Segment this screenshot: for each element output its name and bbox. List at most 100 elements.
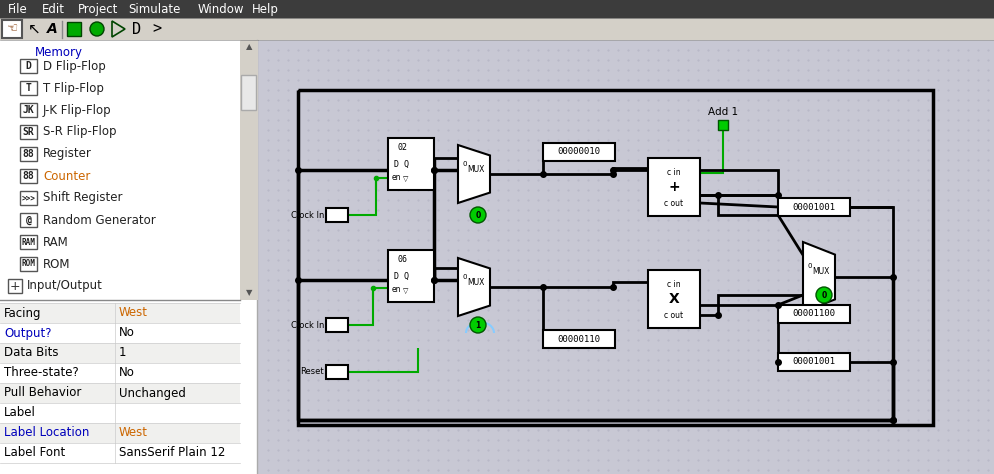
FancyBboxPatch shape	[20, 59, 37, 73]
FancyBboxPatch shape	[20, 235, 37, 249]
Text: 1: 1	[475, 320, 481, 329]
Text: SansSerif Plain 12: SansSerif Plain 12	[119, 447, 226, 459]
FancyBboxPatch shape	[543, 143, 615, 161]
Text: Register: Register	[43, 147, 91, 161]
Text: Output?: Output?	[4, 327, 52, 339]
Polygon shape	[803, 242, 835, 312]
FancyBboxPatch shape	[819, 290, 829, 300]
FancyBboxPatch shape	[473, 320, 483, 330]
Text: Project: Project	[78, 2, 118, 16]
FancyBboxPatch shape	[0, 423, 240, 443]
Text: ▲: ▲	[246, 43, 252, 52]
FancyBboxPatch shape	[2, 20, 22, 38]
Text: ▽: ▽	[404, 176, 409, 182]
Text: A: A	[47, 22, 58, 36]
Text: +: +	[668, 180, 680, 194]
Text: 1: 1	[119, 346, 126, 359]
FancyBboxPatch shape	[241, 75, 256, 110]
FancyBboxPatch shape	[0, 303, 240, 323]
Polygon shape	[458, 258, 490, 316]
Text: ROM: ROM	[22, 259, 36, 268]
Text: D Q: D Q	[395, 272, 410, 281]
Text: RAM: RAM	[22, 237, 36, 246]
Circle shape	[90, 22, 104, 36]
FancyBboxPatch shape	[648, 158, 700, 216]
Text: 00001100: 00001100	[792, 310, 836, 319]
FancyBboxPatch shape	[240, 40, 258, 300]
Text: D: D	[132, 21, 141, 36]
Text: c in: c in	[667, 280, 681, 289]
Text: Clock In: Clock In	[290, 210, 324, 219]
FancyBboxPatch shape	[0, 323, 240, 343]
FancyBboxPatch shape	[388, 250, 434, 302]
Text: MUX: MUX	[812, 267, 829, 276]
FancyBboxPatch shape	[0, 0, 994, 18]
Text: 88: 88	[23, 149, 35, 159]
Text: Input/Output: Input/Output	[27, 280, 102, 292]
Text: Facing: Facing	[4, 307, 42, 319]
FancyBboxPatch shape	[543, 330, 615, 348]
Text: Pull Behavior: Pull Behavior	[4, 386, 82, 400]
Text: 00000010: 00000010	[558, 147, 600, 156]
Text: Three-state?: Three-state?	[4, 366, 79, 380]
Text: S-R Flip-Flop: S-R Flip-Flop	[43, 126, 116, 138]
Text: Label Location: Label Location	[4, 427, 89, 439]
FancyBboxPatch shape	[778, 198, 850, 216]
Text: MUX: MUX	[467, 278, 484, 287]
Text: 02: 02	[397, 144, 407, 153]
Text: T Flip-Flop: T Flip-Flop	[43, 82, 104, 94]
FancyBboxPatch shape	[0, 443, 240, 463]
Text: ↖: ↖	[28, 21, 41, 36]
FancyBboxPatch shape	[20, 81, 37, 95]
Text: Label Font: Label Font	[4, 447, 66, 459]
FancyBboxPatch shape	[0, 403, 240, 423]
Text: Memory: Memory	[35, 46, 83, 58]
Text: 0: 0	[462, 161, 466, 167]
Text: ▽: ▽	[404, 288, 409, 294]
Text: 00001001: 00001001	[792, 202, 836, 211]
Text: Help: Help	[252, 2, 279, 16]
Text: JK: JK	[23, 105, 35, 115]
FancyBboxPatch shape	[0, 363, 240, 383]
FancyBboxPatch shape	[258, 40, 994, 474]
FancyBboxPatch shape	[8, 279, 22, 293]
Text: Window: Window	[198, 2, 245, 16]
Text: Simulate: Simulate	[128, 2, 180, 16]
FancyBboxPatch shape	[388, 138, 434, 190]
Text: D Flip-Flop: D Flip-Flop	[43, 60, 105, 73]
Text: 00000110: 00000110	[558, 335, 600, 344]
Text: Shift Register: Shift Register	[43, 191, 122, 204]
Text: File: File	[8, 2, 28, 16]
Polygon shape	[458, 145, 490, 203]
Text: No: No	[119, 327, 135, 339]
Text: c out: c out	[664, 199, 684, 208]
Text: D: D	[26, 61, 32, 71]
Text: Label: Label	[4, 407, 36, 419]
Text: @: @	[26, 215, 32, 225]
FancyBboxPatch shape	[778, 353, 850, 371]
FancyBboxPatch shape	[20, 125, 37, 139]
Text: >: >	[152, 21, 162, 36]
Text: Counter: Counter	[43, 170, 90, 182]
Text: en: en	[392, 285, 401, 294]
FancyBboxPatch shape	[20, 213, 37, 227]
Text: en: en	[392, 173, 401, 182]
FancyBboxPatch shape	[718, 120, 728, 130]
Circle shape	[470, 317, 486, 333]
FancyBboxPatch shape	[20, 147, 37, 161]
Text: 0: 0	[807, 264, 812, 269]
Text: c in: c in	[667, 168, 681, 177]
Text: West: West	[119, 307, 148, 319]
FancyBboxPatch shape	[648, 270, 700, 328]
FancyBboxPatch shape	[326, 208, 348, 222]
FancyBboxPatch shape	[0, 40, 258, 474]
Text: 0: 0	[475, 210, 481, 219]
Text: Add 1: Add 1	[708, 107, 739, 117]
Text: D Q: D Q	[395, 159, 410, 168]
FancyBboxPatch shape	[67, 22, 81, 36]
Text: X: X	[669, 292, 679, 306]
Text: SR: SR	[23, 127, 35, 137]
Text: ROM: ROM	[43, 257, 71, 271]
FancyBboxPatch shape	[20, 257, 37, 271]
Text: Unchanged: Unchanged	[119, 386, 186, 400]
